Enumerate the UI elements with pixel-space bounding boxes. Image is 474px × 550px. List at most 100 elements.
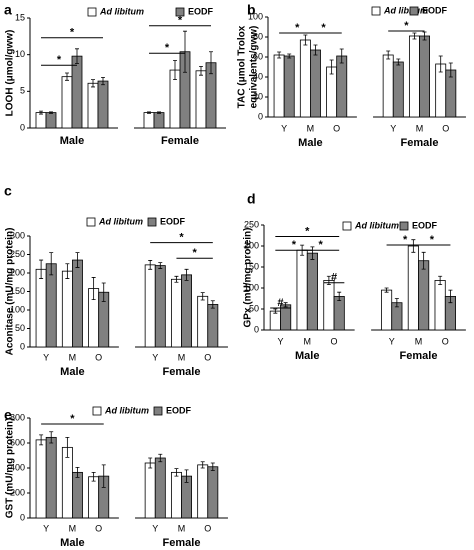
error-bar xyxy=(438,275,443,286)
bar xyxy=(269,310,281,331)
error-bar xyxy=(412,32,417,40)
error-bar xyxy=(101,282,106,302)
significance-mark: # xyxy=(331,272,337,284)
y-tick-label: 0 xyxy=(258,111,263,121)
bar xyxy=(170,278,182,348)
group-label: Male xyxy=(298,137,322,149)
y-tick-label: 250 xyxy=(10,249,25,259)
y-tick-label: 200 xyxy=(10,267,25,277)
panel-label: b xyxy=(247,2,256,18)
bar xyxy=(392,61,404,118)
x-tick-label: M xyxy=(69,352,77,362)
x-tick-label: O xyxy=(204,352,211,362)
error-bar xyxy=(210,300,215,309)
significance-mark: * xyxy=(292,239,297,251)
y-tick-label: 200 xyxy=(244,240,259,250)
legend-label: EODF xyxy=(160,216,186,226)
error-bar xyxy=(210,462,215,471)
y-tick-label: 150 xyxy=(10,286,25,296)
legend-label: EODF xyxy=(166,405,192,415)
bar xyxy=(382,54,394,118)
error-bar xyxy=(39,110,43,115)
x-tick-label: M xyxy=(415,336,423,346)
bar xyxy=(381,289,393,331)
x-tick-label: M xyxy=(416,123,424,133)
x-tick-label: O xyxy=(95,352,102,362)
group-label: Female xyxy=(163,537,201,549)
legend-label: EODF xyxy=(422,5,448,15)
error-bar xyxy=(158,262,163,269)
legend-label: Ad libitum xyxy=(383,5,428,15)
y-tick-label: 5 xyxy=(20,86,25,96)
legend-label: Ad libitum xyxy=(98,216,143,226)
error-bar xyxy=(147,111,151,114)
error-bar xyxy=(199,66,203,76)
error-bar xyxy=(91,471,96,482)
bar xyxy=(326,66,338,118)
x-tick-label: M xyxy=(178,352,186,362)
bar xyxy=(35,268,47,348)
x-tick-label: M xyxy=(69,523,77,533)
legend-swatch xyxy=(87,7,97,17)
error-bar xyxy=(174,275,179,283)
panel-label: d xyxy=(247,191,256,207)
significance-mark: * xyxy=(57,54,62,66)
y-tick-label: 100 xyxy=(244,282,259,292)
error-bar xyxy=(337,291,342,301)
bar xyxy=(296,249,308,331)
error-bar xyxy=(39,259,44,279)
y-tick-label: 50 xyxy=(15,323,25,333)
bar xyxy=(408,35,420,118)
x-tick-label: M xyxy=(304,336,312,346)
error-bar xyxy=(183,30,187,73)
y-tick-label: 0 xyxy=(20,122,25,132)
error-bar xyxy=(91,277,96,301)
bar xyxy=(144,264,156,348)
error-bar xyxy=(384,287,389,293)
bar xyxy=(306,252,318,331)
error-bar xyxy=(421,251,426,270)
y-axis-label: GST (mU/mg protein) xyxy=(5,418,16,519)
bar xyxy=(407,245,419,331)
x-tick-label: O xyxy=(204,523,211,533)
error-bar xyxy=(287,53,292,59)
x-tick-label: M xyxy=(178,523,186,533)
legend-swatch xyxy=(86,217,96,227)
bar xyxy=(273,54,285,118)
bar xyxy=(323,280,335,331)
y-tick-label: 0 xyxy=(20,512,25,522)
error-bar xyxy=(303,34,308,46)
error-bar xyxy=(209,51,213,75)
bar xyxy=(144,462,156,519)
significance-mark: * xyxy=(165,42,170,54)
significance-mark: * xyxy=(178,15,183,27)
x-tick-label: O xyxy=(333,123,340,133)
bar xyxy=(61,270,73,348)
panel: a LOOH (μmol/gww) 0 5 10 15 Male Female Ad libit… xyxy=(4,2,226,147)
error-bar xyxy=(157,111,161,114)
error-bar xyxy=(329,59,334,75)
x-tick-label: Y xyxy=(281,123,287,133)
significance-mark: * xyxy=(403,234,408,246)
x-tick-label: Y xyxy=(152,352,158,362)
bar xyxy=(419,35,431,118)
panel-label: c xyxy=(4,183,12,199)
bar xyxy=(35,112,47,129)
error-bar xyxy=(200,292,205,301)
bar xyxy=(181,274,193,348)
significance-mark: * xyxy=(430,234,435,246)
significance-mark: * xyxy=(70,27,75,39)
significance-mark: * xyxy=(319,239,324,251)
error-bar xyxy=(101,77,105,86)
y-tick-label: 200 xyxy=(10,487,25,497)
legend-label: EODF xyxy=(412,220,438,230)
y-tick-label: 0 xyxy=(254,324,259,334)
error-bar xyxy=(448,62,453,78)
x-tick-label: O xyxy=(331,336,338,346)
bar xyxy=(434,280,446,331)
y-tick-label: 50 xyxy=(249,303,259,313)
error-bar xyxy=(339,48,344,64)
y-axis-label: LOOH (μmol/gww) xyxy=(5,30,16,117)
bar xyxy=(45,263,57,348)
